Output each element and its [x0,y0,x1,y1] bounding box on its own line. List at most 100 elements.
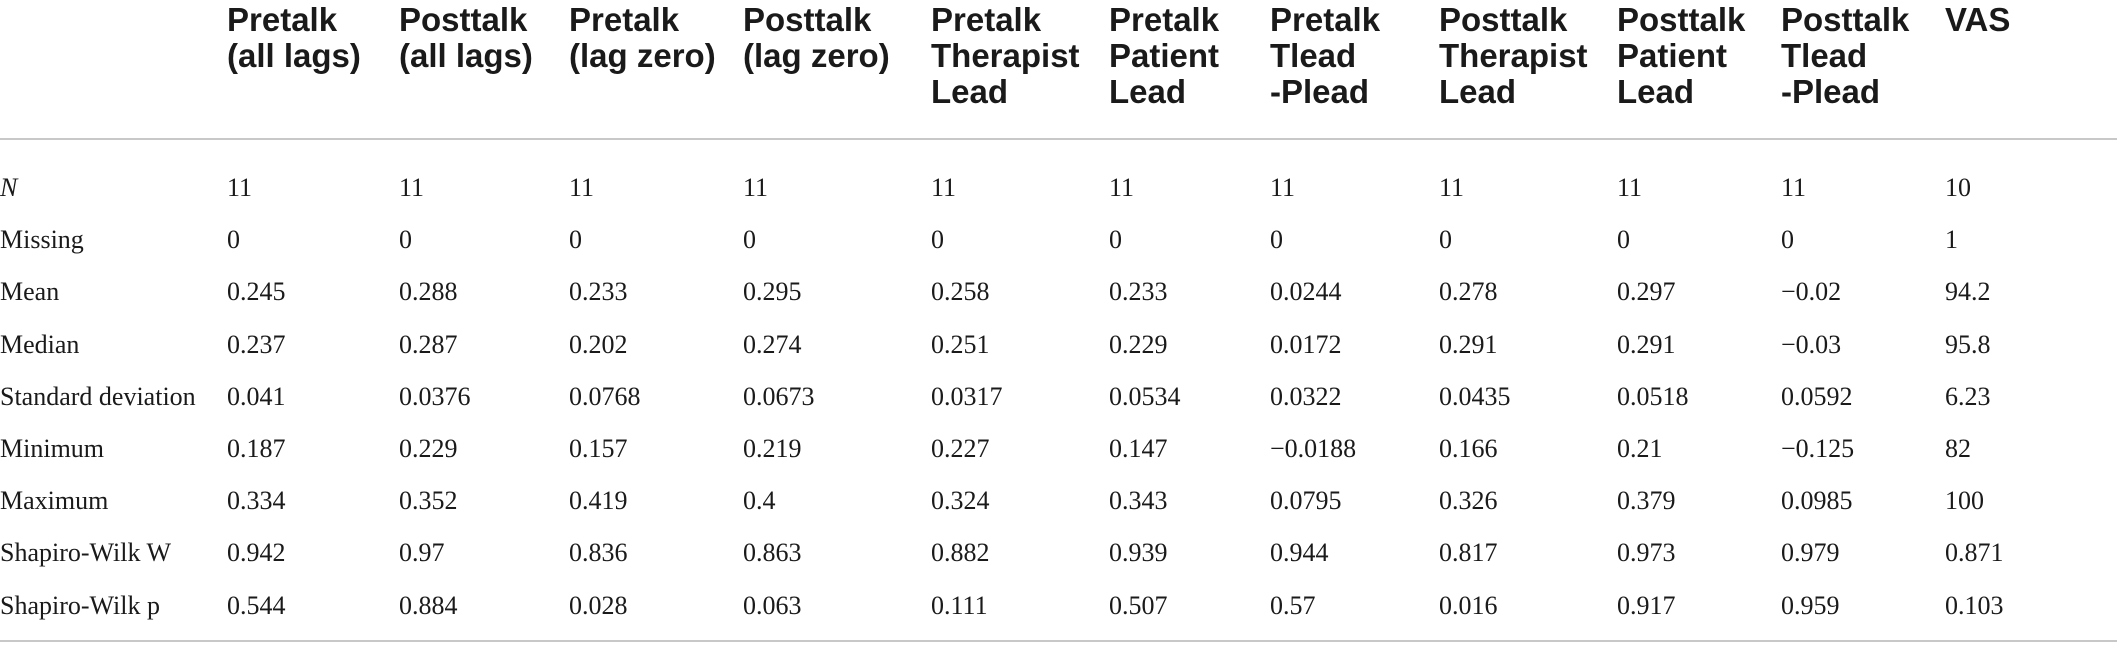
table-cell: 0.836 [569,538,628,568]
table-cell: 0.939 [1109,538,1168,568]
table-cell: 0 [1109,225,1122,255]
table-cell: 0.233 [569,277,628,307]
table-cell: 11 [931,173,957,203]
column-header: Posttalk (lag zero) [743,0,931,140]
table-cell: 0.863 [743,538,802,568]
row-label: Maximum [0,486,109,516]
table-row: Shapiro-Wilk p 0.544 0.884 0.028 0.063 0… [0,579,2117,642]
table-cell: 0.507 [1109,579,1270,642]
table-cell: 0.917 [1617,579,1781,642]
column-header: Pretalk (lag zero) [569,0,743,140]
table-cell: 0.0376 [399,381,471,411]
table-cell: 0.544 [227,579,399,642]
table-cell: 0.291 [1617,329,1676,359]
table-cell: 10 [1945,173,1971,203]
table-cell: 0.0518 [1617,381,1689,411]
column-header: Posttalk Tlead -Plead [1781,0,1945,140]
table-cell: 0.0768 [569,381,641,411]
table-cell: 0.0985 [1781,486,1853,516]
column-header: Posttalk Patient Lead [1617,0,1781,140]
table-cell: 0.343 [1109,486,1168,516]
table-cell: 0.871 [1945,538,2004,568]
table-row: Median 0.237 0.287 0.202 0.274 0.251 0.2… [0,319,2117,371]
table-cell: 0.288 [399,277,458,307]
table-cell: 0.229 [399,434,458,464]
table-cell: 0 [227,225,240,255]
column-header: Pretalk Therapist Lead [931,0,1109,140]
table-cell: 0.942 [227,538,286,568]
column-header: Posttalk Therapist Lead [1439,0,1617,140]
table-cell: 11 [1109,173,1135,203]
table-cell: 0.245 [227,277,286,307]
table-row: Maximum 0.334 0.352 0.419 0.4 0.324 0.34… [0,475,2117,527]
column-header: Pretalk (all lags) [227,0,399,140]
table-cell: 0.0172 [1270,329,1342,359]
table-cell: 0.258 [931,277,990,307]
table-cell: 11 [1439,173,1465,203]
table-cell: 0.979 [1781,538,1840,568]
table-cell: 0.884 [399,579,569,642]
table-cell: 0.202 [569,329,628,359]
table-row: Missing 0 0 0 0 0 0 0 0 0 0 1 [0,214,2117,266]
table-cell: 100 [1945,486,1984,516]
table-cell: 0.0592 [1781,381,1853,411]
table-cell: 0.0435 [1439,381,1511,411]
table-cell: 0.334 [227,486,286,516]
table-cell: 0.166 [1439,434,1498,464]
table-cell: 0.295 [743,277,802,307]
table-cell: 0.041 [227,381,286,411]
table-cell: 11 [399,173,425,203]
table-cell: 0.278 [1439,277,1498,307]
row-label: Shapiro-Wilk W [0,538,172,568]
table-cell: 1 [1945,225,1958,255]
table-cell: 0.419 [569,486,628,516]
table-cell: 0.111 [931,579,1109,642]
table-cell: 0.944 [1270,538,1329,568]
table-cell: 0.251 [931,329,990,359]
row-label: Minimum [0,434,105,464]
table-cell: 0 [569,225,582,255]
table-cell: 11 [1270,173,1296,203]
table-cell: 0.0322 [1270,381,1342,411]
table-cell: 0.0795 [1270,486,1342,516]
table-cell: 0.287 [399,329,458,359]
table-cell: 0.103 [1945,579,2117,642]
table-cell: 0.237 [227,329,286,359]
corner-header [0,0,227,140]
table-cell: 0.291 [1439,329,1498,359]
table-cell: 0.0317 [931,381,1003,411]
table-cell: 0.352 [399,486,458,516]
table-cell: 0.21 [1617,434,1663,464]
table-cell: 11 [743,173,769,203]
table-cell: 0.229 [1109,329,1168,359]
table-cell: 0.959 [1781,579,1945,642]
table-cell: 0.227 [931,434,990,464]
table-cell: 0 [1270,225,1283,255]
table-cell: 0.0244 [1270,277,1342,307]
table-cell: 95.8 [1945,329,1991,359]
table-cell: 0.97 [399,538,445,568]
table-cell: 11 [1781,173,1807,203]
table-cell: 0.274 [743,329,802,359]
table-cell: 0 [931,225,944,255]
row-label: Shapiro-Wilk p [0,579,227,642]
table-cell: 82 [1945,434,1971,464]
table-cell: 94.2 [1945,277,1991,307]
table-cell: 11 [1617,173,1643,203]
table-cell: 0 [1617,225,1630,255]
table-cell: 0.379 [1617,486,1676,516]
table-cell: 11 [569,173,595,203]
table-cell: 0 [1781,225,1794,255]
row-label: Standard deviation [0,381,196,411]
table-cell: −0.03 [1781,329,1842,359]
table-row: Shapiro-Wilk W 0.942 0.97 0.836 0.863 0.… [0,527,2117,579]
table-cell: 6.23 [1945,381,1991,411]
row-label: N [0,173,18,203]
table-cell: 0.147 [1109,434,1168,464]
table-cell: −0.02 [1781,277,1842,307]
table-cell: 0.063 [743,579,931,642]
table-row: Minimum 0.187 0.229 0.157 0.219 0.227 0.… [0,423,2117,475]
column-header: Posttalk (all lags) [399,0,569,140]
table-row: N 11 11 11 11 11 11 11 11 11 11 10 [0,139,2117,214]
table-cell: 0 [399,225,412,255]
